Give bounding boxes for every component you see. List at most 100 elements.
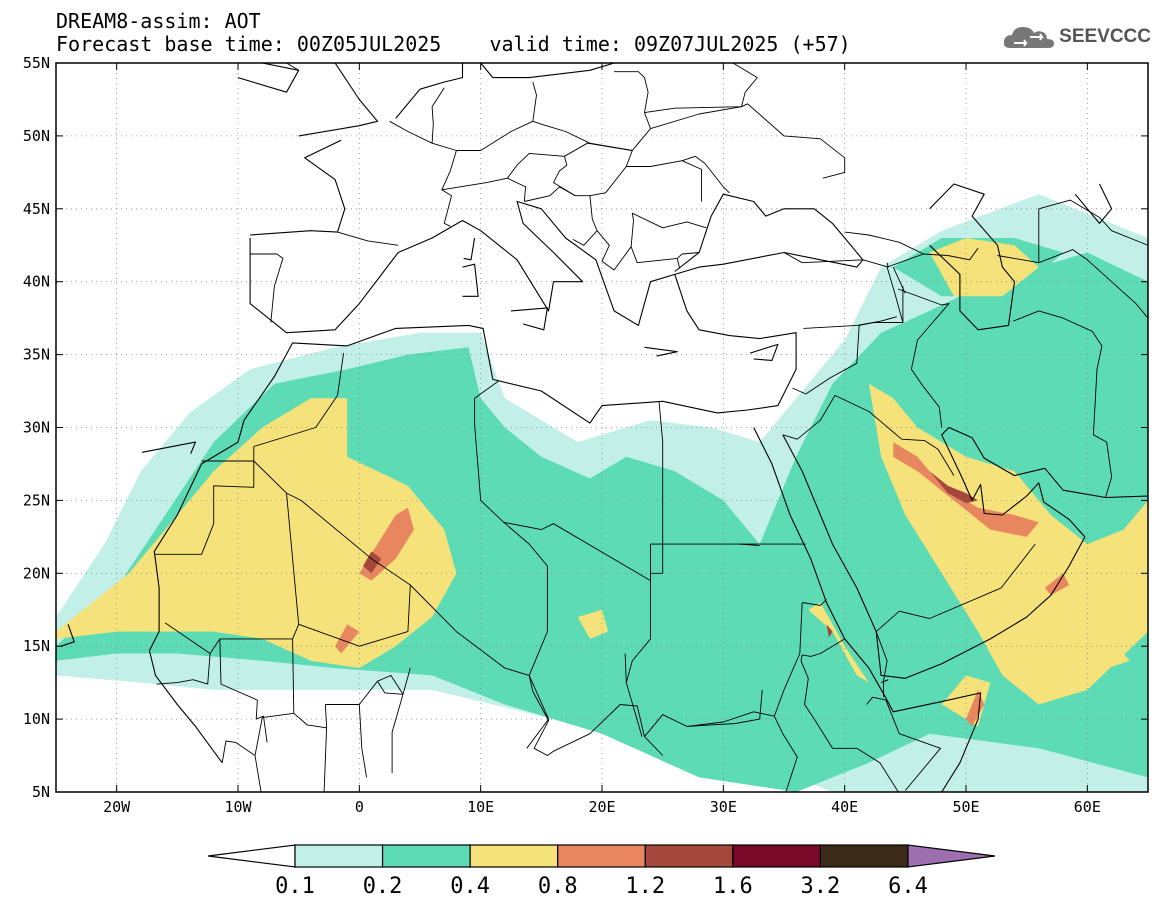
country-border [625, 580, 651, 737]
country-border [564, 142, 633, 157]
coastline [753, 427, 982, 792]
country-border [431, 87, 445, 144]
colorbar-swatch [469, 844, 559, 868]
country-border [389, 120, 457, 227]
lon-label: 20E [588, 798, 615, 816]
gridlines [56, 63, 1148, 792]
coastline [1074, 183, 1113, 224]
country-border [897, 288, 950, 428]
lon-label: 10W [224, 798, 252, 816]
country-border [630, 212, 707, 247]
aot-area-level-3 [1044, 573, 1070, 596]
country-border [391, 694, 404, 773]
lon-label: 20W [103, 798, 131, 816]
forecast-time-subtitle: Forecast base time: 00Z05JUL2025 valid t… [56, 32, 851, 56]
country-border [1038, 249, 1148, 319]
country-border [1013, 310, 1113, 498]
coastline [462, 263, 479, 297]
country-border [686, 689, 763, 727]
lon-label: 50E [952, 798, 979, 816]
coastline [880, 679, 889, 684]
colorbar-over-arrow [907, 844, 996, 868]
country-border [885, 699, 941, 791]
coastline [644, 346, 678, 357]
country-border [286, 493, 300, 625]
country-border [681, 155, 730, 194]
colorbar-under-arrow [207, 844, 296, 868]
lat-label: 45N [23, 200, 50, 218]
colorbar-level-label: 3.2 [801, 874, 841, 899]
country-border [503, 521, 550, 749]
country-border [783, 252, 889, 268]
colorbar-level-label: 6.4 [888, 874, 928, 899]
country-border [474, 380, 500, 425]
country-border [802, 599, 827, 606]
country-border [782, 394, 925, 442]
country-border [219, 638, 268, 743]
aot-area-level-2 [577, 609, 609, 639]
aot-area-level-4 [826, 624, 833, 638]
country-border [221, 740, 262, 792]
lat-label: 40N [23, 273, 50, 291]
lat-label: 55N [23, 54, 50, 72]
colorbar-level-label: 0.4 [450, 874, 490, 899]
lat-label: 15N [23, 637, 50, 655]
country-border [358, 704, 368, 778]
country-border [156, 653, 211, 685]
country-border [528, 675, 664, 756]
country-border [802, 638, 845, 657]
country-border [164, 460, 411, 654]
country-border [892, 266, 906, 294]
coastline [60, 624, 75, 647]
country-border [254, 712, 294, 756]
aot-area-level-4 [363, 551, 382, 574]
aot-area-level-2 [868, 383, 1148, 705]
country-border [676, 258, 681, 269]
coastline [249, 193, 864, 334]
country-border [253, 353, 345, 461]
logo-text: SEEVCCC [1059, 26, 1151, 47]
lon-label: 0 [355, 798, 364, 816]
coastline [463, 237, 476, 261]
lat-label: 5N [32, 783, 50, 801]
country-border [250, 253, 284, 323]
map-plot-area [56, 63, 1148, 792]
colorbar-swatch [294, 844, 384, 868]
colorbar-level-label: 0.1 [275, 874, 315, 899]
country-border [866, 696, 886, 705]
colorbar-swatch [819, 844, 909, 868]
lat-label: 35N [23, 346, 50, 364]
country-border [337, 231, 399, 246]
country-borders [154, 63, 1148, 792]
coastline [148, 274, 797, 764]
country-border [589, 195, 700, 271]
country-border [507, 150, 633, 197]
country-border [650, 103, 846, 179]
lat-label: 50N [23, 127, 50, 145]
colorbar-level-label: 0.2 [363, 874, 403, 899]
aot-area-level-2 [1063, 638, 1130, 676]
colorbar-swatch [732, 844, 822, 868]
country-border [875, 631, 888, 698]
lat-label: 10N [23, 710, 50, 728]
country-border [377, 674, 404, 695]
colorbar-level-label: 0.8 [538, 874, 578, 899]
longitude-labels: 20W 10W 0 10E 20E 30E 40E 50E 60E [103, 798, 1101, 816]
lat-label: 25N [23, 491, 50, 509]
country-border [947, 247, 979, 261]
latitude-labels: 55N 50N 45N 40N 35N 30N 25N 20N 15N 10N 5N [23, 54, 50, 801]
lat-label: 20N [23, 564, 50, 582]
colorbar-level-label: 1.6 [713, 874, 753, 899]
country-border [773, 716, 798, 792]
coastline [141, 441, 197, 454]
coastline [237, 63, 300, 93]
lon-label: 40E [831, 798, 858, 816]
country-border [286, 63, 299, 71]
seevccc-logo: SEEVCCC [1002, 22, 1151, 52]
lon-label: 60E [1074, 798, 1101, 816]
map-title: DREAM8-assim: AOT [56, 9, 261, 33]
country-border [844, 231, 924, 255]
country-border [524, 186, 576, 202]
lat-label: 30N [23, 419, 50, 437]
